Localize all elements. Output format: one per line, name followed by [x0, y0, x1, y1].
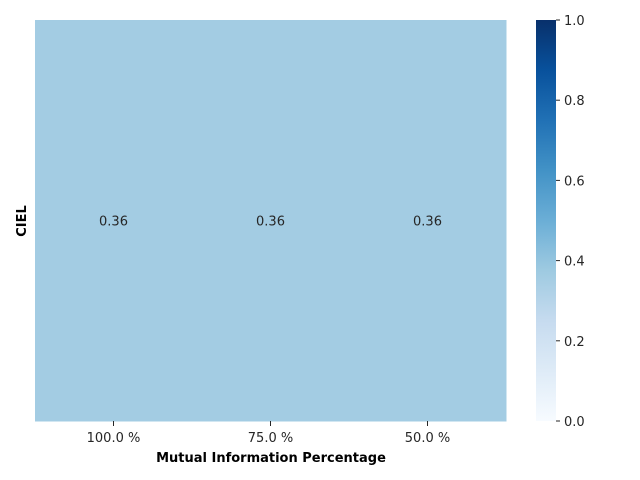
x-tick-labels: 100.0 % 75.0 % 50.0 % [87, 421, 450, 446]
cell-value-label: 0.36 [256, 215, 285, 230]
colorbar-tick-label: 0.8 [564, 94, 585, 109]
colorbar-tick-label: 0.0 [564, 415, 585, 430]
x-tick-label: 50.0 % [405, 431, 450, 446]
x-tick-label: 100.0 % [87, 431, 141, 446]
cell-value-label: 0.36 [413, 215, 442, 230]
colorbar-tick-label: 1.0 [564, 14, 585, 29]
heatmap-cell [192, 20, 350, 422]
x-tick-label: 75.0 % [248, 431, 293, 446]
heatmap-cell [35, 20, 193, 422]
y-axis-label: CIEL [15, 205, 30, 237]
heatmap-cells [35, 20, 507, 422]
colorbar-tick-label: 0.4 [564, 255, 585, 270]
cell-annotations: 0.36 0.36 0.36 [99, 215, 442, 230]
heatmap-cell [349, 20, 507, 422]
x-axis-label: Mutual Information Percentage [156, 451, 386, 466]
colorbar-tick-label: 0.6 [564, 174, 585, 189]
colorbar-tick-label: 0.2 [564, 335, 585, 350]
colorbar-ticks: 0.0 0.2 0.4 0.6 0.8 1.0 [556, 14, 585, 430]
colorbar [536, 20, 556, 421]
cell-value-label: 0.36 [99, 215, 128, 230]
